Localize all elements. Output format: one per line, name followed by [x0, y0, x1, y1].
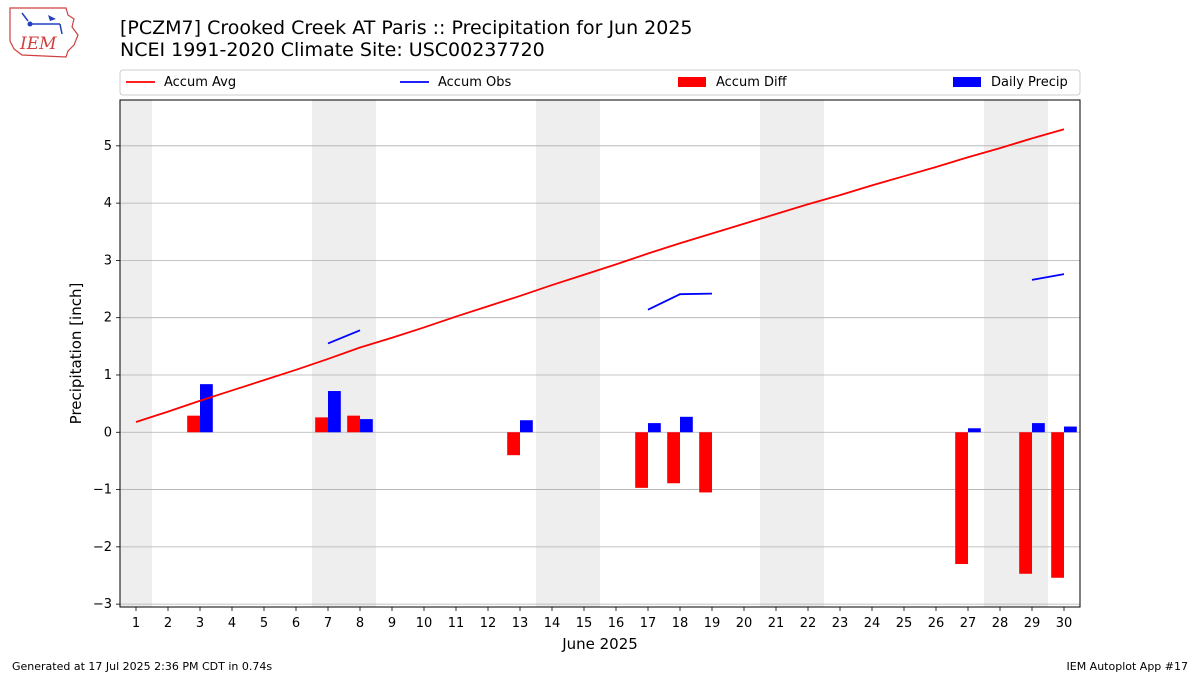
x-tick-label: 30 [1056, 616, 1073, 631]
y-tick-label: 4 [104, 196, 112, 211]
x-tick-label: 2 [164, 616, 172, 631]
x-tick-label: 4 [228, 616, 236, 631]
accum-avg-line [135, 128, 1065, 423]
x-tick-label: 23 [832, 616, 849, 631]
daily-precip-bar [360, 419, 373, 433]
accum-diff-bar [187, 415, 200, 433]
accum-diff-bar [635, 432, 648, 488]
daily-precip-bar [200, 384, 213, 433]
accum-diff-bar [1051, 432, 1064, 578]
x-tick-label: 1 [132, 616, 140, 631]
accum-diff-bar [347, 415, 360, 433]
logo-text: IEM [19, 34, 57, 54]
accum-diff-bar [507, 432, 520, 456]
accum-diff-bar [955, 432, 968, 565]
accum-obs-line [647, 292, 713, 311]
daily-precip-bar [648, 423, 661, 433]
y-tick-label: 0 [104, 425, 112, 440]
x-tick-label: 26 [928, 616, 945, 631]
x-tick-label: 13 [512, 616, 529, 631]
chart-title: [PCZM7] Crooked Creek AT Paris :: Precip… [120, 17, 693, 61]
daily-precip-bar [680, 416, 693, 433]
y-tick-label: 1 [104, 368, 112, 383]
x-tick-label: 19 [704, 616, 721, 631]
weekend-shade [536, 100, 600, 607]
x-tick-label: 22 [800, 616, 817, 631]
daily-precip-bar [1032, 423, 1045, 433]
y-tick-label: 5 [104, 139, 112, 154]
weekend-shade [760, 100, 824, 607]
x-tick-label: 27 [960, 616, 977, 631]
x-tick-label: 11 [448, 616, 465, 631]
plot-frame [119, 99, 1081, 608]
x-tick-label: 17 [640, 616, 657, 631]
legend-box [119, 69, 1081, 96]
x-tick-label: 9 [388, 616, 396, 631]
legend-accum-diff-label: Accum Diff [716, 75, 788, 90]
legend-accum-diff-swatch [678, 77, 706, 87]
x-tick-label: 16 [608, 616, 625, 631]
title-line-2: NCEI 1991-2020 Climate Site: USC00237720 [120, 39, 545, 61]
x-tick-label: 14 [544, 616, 561, 631]
accum-obs-line [327, 329, 361, 345]
y-tick-label: 2 [104, 311, 112, 326]
daily-precip-bar [520, 420, 533, 433]
legend-accum-avg-label: Accum Avg [164, 75, 236, 90]
iem-logo: IEM [9, 7, 79, 58]
legend-accum-obs-label: Accum Obs [438, 75, 511, 90]
y-tick-label: 3 [104, 253, 112, 268]
x-tick-label: 24 [864, 616, 881, 631]
x-tick-label: 5 [260, 616, 268, 631]
footer-app: IEM Autoplot App #17 [1066, 660, 1189, 673]
x-tick-label: 15 [576, 616, 593, 631]
title-line-1: [PCZM7] Crooked Creek AT Paris :: Precip… [120, 17, 693, 39]
x-axis-label: June 2025 [561, 635, 638, 653]
daily-precip-bar [328, 391, 341, 433]
x-tick-label: 7 [324, 616, 332, 631]
y-tick-label: −1 [93, 483, 112, 498]
x-tick-label: 10 [416, 616, 433, 631]
accum-obs-line [1031, 273, 1065, 281]
weekend-shade [984, 100, 1048, 607]
x-tick-label: 28 [992, 616, 1009, 631]
x-tick-label: 18 [672, 616, 689, 631]
weekend-shade [120, 100, 152, 607]
daily-precip-bar [1064, 426, 1077, 433]
x-tick-label: 3 [196, 616, 204, 631]
accum-diff-bar [667, 432, 680, 484]
x-tick-label: 21 [768, 616, 785, 631]
accum-diff-bar [699, 432, 712, 493]
legend-daily-precip-label: Daily Precip [991, 75, 1068, 90]
x-tick-label: 25 [896, 616, 913, 631]
footer-generated: Generated at 17 Jul 2025 2:36 PM CDT in … [12, 660, 273, 673]
y-tick-label: −2 [93, 540, 112, 555]
legend-daily-precip-swatch [953, 77, 981, 87]
x-tick-label: 6 [292, 616, 300, 631]
y-axis-label: Precipitation [inch] [67, 283, 85, 425]
accum-diff-bar [315, 417, 328, 433]
x-tick-label: 29 [1024, 616, 1041, 631]
x-tick-label: 20 [736, 616, 753, 631]
accum-diff-bar [1019, 432, 1032, 574]
x-tick-label: 8 [356, 616, 364, 631]
y-tick-label: −3 [93, 597, 112, 612]
x-tick-label: 12 [480, 616, 497, 631]
daily-precip-bar [968, 428, 981, 433]
